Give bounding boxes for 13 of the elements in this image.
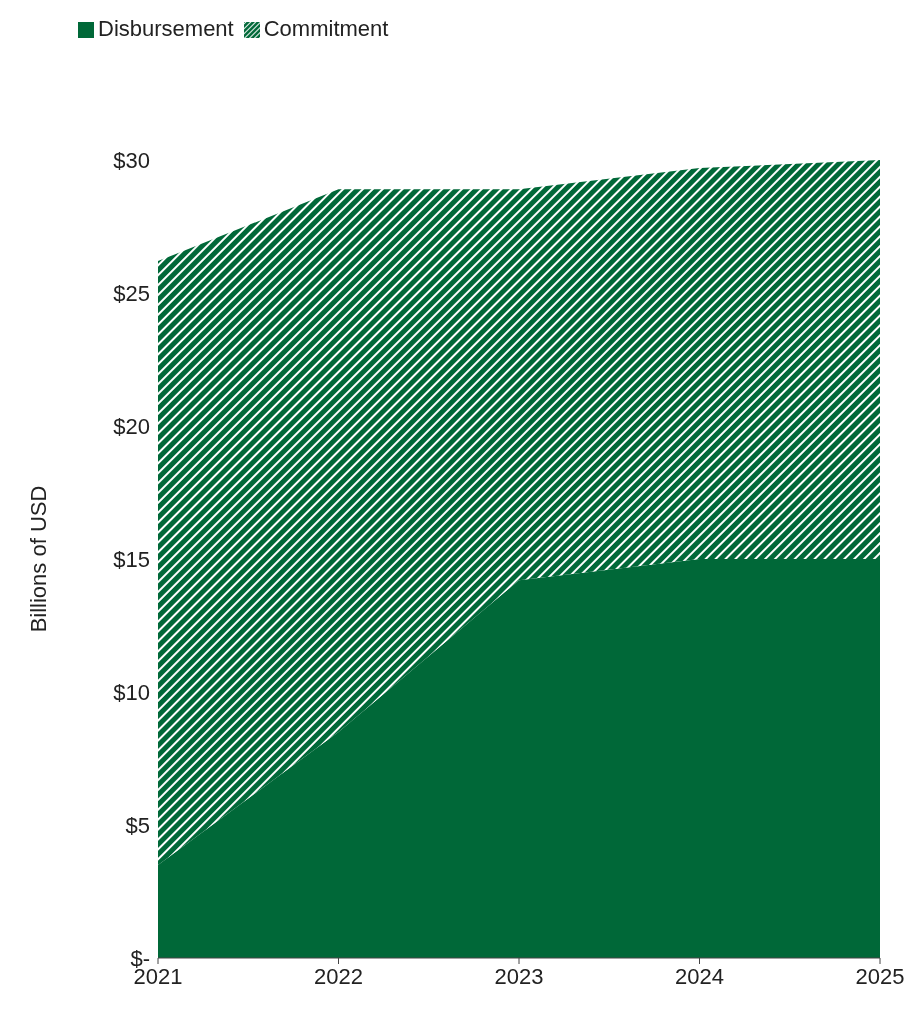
x-tick-label: 2024 (675, 963, 724, 989)
x-tick-label: 2023 (494, 963, 544, 989)
y-tick-label: $5 (125, 812, 150, 838)
legend-label: Disbursement (98, 16, 234, 41)
x-tick-label: 2025 (855, 963, 905, 989)
y-tick-label: $15 (113, 546, 150, 572)
x-tick-label: 2022 (314, 963, 363, 989)
y-tick-label: $20 (113, 413, 150, 439)
y-tick-label: $10 (113, 679, 150, 705)
y-tick-label: $25 (113, 280, 150, 306)
y-axis-title: Billions of USD (25, 485, 51, 633)
legend-label: Commitment (263, 16, 389, 41)
y-tick-label: $30 (113, 147, 150, 173)
